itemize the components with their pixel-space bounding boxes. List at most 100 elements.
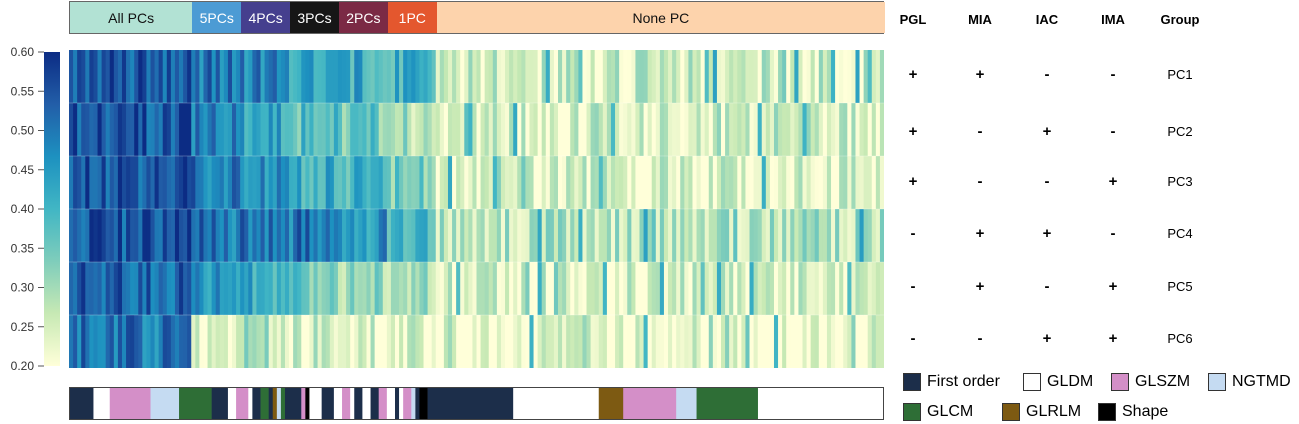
heatmap-cell bbox=[199, 103, 204, 157]
heatmap-cell bbox=[700, 315, 706, 368]
heatmap-cell bbox=[480, 156, 486, 210]
heatmap-cell bbox=[615, 50, 620, 104]
heatmap-cell bbox=[627, 50, 632, 104]
heatmap-cell bbox=[126, 209, 131, 263]
heatmap-cell bbox=[289, 103, 294, 157]
heatmap-cell bbox=[374, 103, 380, 157]
table-cell-pgl: + bbox=[908, 66, 918, 83]
heatmap-cell bbox=[126, 50, 131, 104]
heatmap-cell bbox=[476, 315, 481, 368]
heatmap-cell bbox=[284, 315, 290, 368]
heatmap-cell bbox=[822, 209, 828, 263]
heatmap-cell bbox=[553, 156, 559, 210]
heatmap-cell bbox=[325, 103, 331, 157]
legend-label: GLCM bbox=[927, 403, 974, 420]
heatmap-cell bbox=[525, 103, 530, 157]
heatmap-cell bbox=[610, 50, 616, 104]
heatmap-cell bbox=[672, 50, 677, 104]
heatmap-cell bbox=[659, 103, 665, 157]
heatmap-cell bbox=[517, 103, 522, 157]
heatmap-cell bbox=[602, 209, 608, 263]
heatmap-cell bbox=[403, 209, 408, 263]
heatmap-cell bbox=[761, 103, 767, 157]
heatmap-cell bbox=[835, 315, 840, 368]
heatmap-cell bbox=[468, 315, 473, 368]
heatmap-cell bbox=[802, 50, 807, 104]
heatmap-cell bbox=[859, 209, 865, 263]
heatmap-cell bbox=[765, 262, 771, 316]
heatmap-cell bbox=[488, 156, 494, 210]
heatmap-cell bbox=[97, 315, 103, 368]
heatmap-cell bbox=[696, 156, 702, 210]
heatmap-cell bbox=[382, 156, 388, 210]
table-cell-mia: - bbox=[977, 123, 983, 140]
heatmap-cell bbox=[240, 315, 245, 368]
heatmap-cell bbox=[472, 315, 477, 368]
heatmap-cell bbox=[374, 315, 380, 368]
heatmap-cell bbox=[423, 315, 429, 368]
heatmap-cell bbox=[374, 156, 380, 210]
heatmap-cell bbox=[134, 103, 139, 157]
heatmap-cell bbox=[407, 262, 412, 316]
heatmap-cell bbox=[790, 156, 795, 210]
heatmap-cell bbox=[126, 156, 131, 210]
heatmap-cell bbox=[284, 209, 290, 263]
heatmap-cell bbox=[138, 262, 143, 316]
heatmap-cell bbox=[158, 262, 164, 316]
heatmap-cell bbox=[533, 50, 539, 104]
heatmap-cell bbox=[468, 209, 473, 263]
heatmap-cell bbox=[337, 209, 343, 263]
heatmap-cell bbox=[179, 209, 184, 263]
heatmap-cell bbox=[203, 209, 208, 263]
heatmap-cell bbox=[374, 209, 380, 263]
heatmap-cell bbox=[69, 50, 74, 104]
heatmap-cell bbox=[590, 209, 596, 263]
heatmap-cell bbox=[647, 156, 653, 210]
heatmap-cell bbox=[480, 262, 486, 316]
heatmap-cell bbox=[382, 209, 388, 263]
heatmap-cell bbox=[105, 209, 111, 263]
legend-item: First order bbox=[903, 373, 1000, 391]
heatmap-cell bbox=[170, 156, 176, 210]
heatmap-cell bbox=[676, 209, 681, 263]
heatmap-cell bbox=[227, 50, 233, 104]
heatmap-cell bbox=[342, 262, 347, 316]
heatmap-cell bbox=[366, 50, 371, 104]
heatmap-cell bbox=[798, 156, 803, 210]
heatmap-cell bbox=[227, 156, 233, 210]
heatmap-cell bbox=[236, 156, 241, 210]
table-header-mia: MIA bbox=[968, 12, 992, 27]
heatmap-cell bbox=[174, 50, 180, 104]
heatmap-cell bbox=[150, 50, 155, 104]
heatmap-cell bbox=[737, 262, 742, 316]
heatmap-cell bbox=[358, 103, 363, 157]
heatmap-cell bbox=[403, 315, 408, 368]
heatmap-cell bbox=[574, 315, 579, 368]
heatmap-cell bbox=[199, 209, 204, 263]
heatmap-cell bbox=[158, 209, 164, 263]
heatmap-cell bbox=[195, 262, 200, 316]
heatmap-cell bbox=[179, 50, 184, 104]
heatmap-cell bbox=[688, 315, 693, 368]
heatmap-cell bbox=[721, 209, 726, 263]
heatmap-cell bbox=[89, 315, 94, 368]
heatmap-cell bbox=[533, 315, 539, 368]
heatmap-cell bbox=[154, 315, 160, 368]
heatmap-cell bbox=[248, 50, 253, 104]
table-cell-ima: + bbox=[1108, 278, 1118, 295]
heatmap-cell bbox=[333, 103, 339, 157]
heatmap-cell bbox=[464, 156, 469, 210]
table-cell-ima: - bbox=[1110, 225, 1116, 242]
heatmap-cell bbox=[232, 50, 237, 104]
heatmap-cell bbox=[566, 156, 571, 210]
heatmap-cell bbox=[806, 209, 812, 263]
heatmap-cell bbox=[782, 103, 787, 157]
heatmap-cell bbox=[399, 156, 404, 210]
heatmap-cell bbox=[602, 103, 608, 157]
heatmap-cell bbox=[452, 103, 457, 157]
heatmap-cell bbox=[663, 50, 669, 104]
heatmap-cell bbox=[252, 315, 257, 368]
heatmap-cell bbox=[256, 50, 261, 104]
heatmap-cell bbox=[203, 103, 208, 157]
heatmap-cell bbox=[863, 50, 869, 104]
